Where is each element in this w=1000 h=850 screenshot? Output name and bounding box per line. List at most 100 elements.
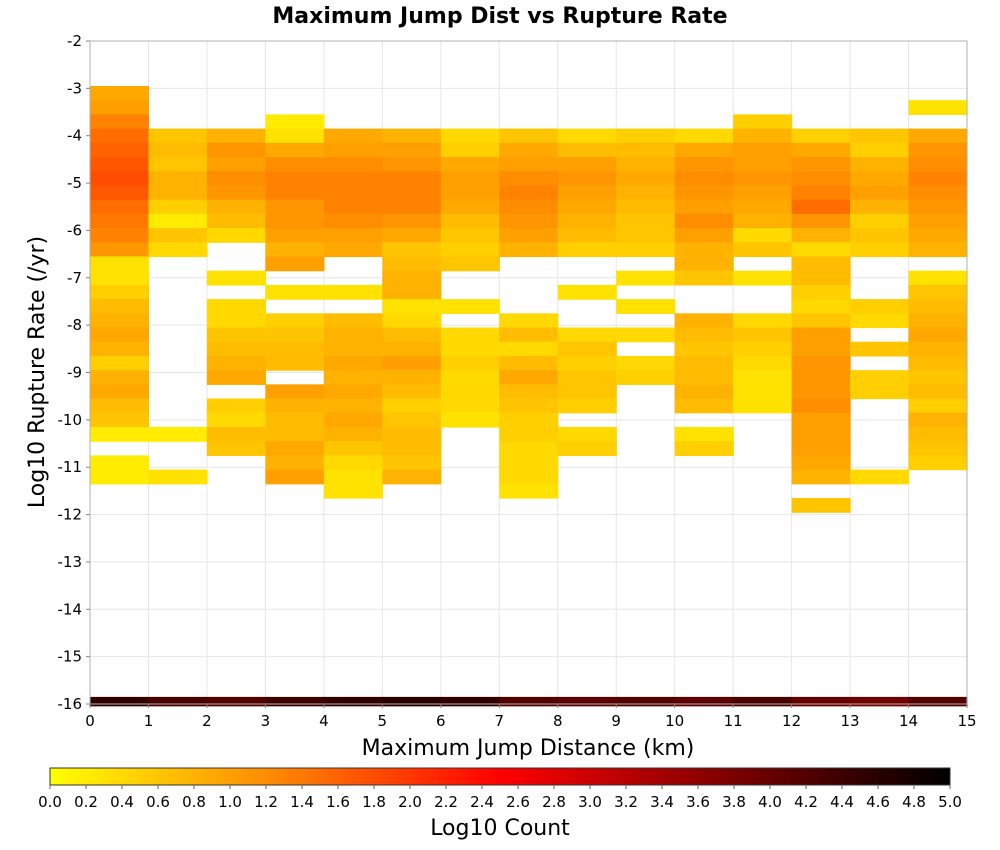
heatmap-cell [616, 171, 676, 187]
heatmap-cell [90, 313, 150, 329]
y-tick-label: -16 [58, 695, 83, 713]
heatmap-cell [323, 384, 383, 400]
heatmap-cell [206, 228, 266, 243]
heatmap-cell [382, 441, 442, 456]
heatmap-cell [674, 398, 734, 414]
y-axis-ticks: -2 -3 -4 -5 -6 -7 -8 -9 -10 -11 -12 -13 -14 -15 -16 [58, 32, 90, 713]
heatmap-cell [499, 185, 559, 201]
heatmap-cell [791, 355, 851, 371]
heatmap-cell [206, 270, 266, 286]
heatmap-cell [382, 256, 442, 272]
heatmap-cell [850, 299, 910, 314]
heatmap-cell [382, 299, 442, 314]
heatmap-cell [382, 270, 442, 286]
heatmap-cell-bottom-row [382, 696, 442, 707]
heatmap-cell [616, 228, 676, 243]
heatmap-cell [382, 242, 442, 258]
colorbar-tick-label: 3.4 [650, 793, 674, 811]
heatmap-cell [791, 171, 851, 187]
x-tick-label: 4 [319, 712, 329, 730]
heatmap-cell [265, 128, 325, 144]
heatmap-cell [265, 228, 325, 243]
heatmap-cell [908, 398, 968, 414]
heatmap-cell [440, 384, 500, 400]
heatmap-cell [791, 142, 851, 158]
heatmap-cell [499, 398, 559, 414]
heatmap-cell [674, 213, 734, 229]
heatmap-cell [148, 199, 208, 215]
heatmap-cell [323, 284, 383, 300]
heatmap-cell [908, 341, 968, 357]
heatmap-cell [90, 455, 150, 471]
heatmap-cell [323, 199, 383, 215]
heatmap-cell [733, 142, 793, 158]
heatmap-cell [791, 384, 851, 400]
heatmap-cell [616, 327, 676, 343]
heatmap-cell-bottom-row [674, 696, 734, 707]
heatmap-cell [440, 242, 500, 258]
x-tick-label: 12 [782, 712, 801, 730]
heatmap-cell [323, 171, 383, 187]
colorbar-tick-label: 5.0 [938, 793, 962, 811]
heatmap-cell [733, 157, 793, 172]
heatmap-cell [90, 142, 150, 158]
heatmap-cell [674, 199, 734, 215]
heatmap-cell [323, 412, 383, 428]
heatmap-cell [265, 242, 325, 258]
heatmap-cell [382, 228, 442, 243]
heatmap-cell [791, 313, 851, 329]
heatmap-cell [382, 412, 442, 428]
heatmap-cell [440, 355, 500, 371]
heatmap-cell [616, 242, 676, 258]
heatmap-cell [440, 142, 500, 158]
colorbar-tick-label: 0.6 [146, 793, 170, 811]
heatmap-cell [674, 313, 734, 329]
x-tick-label: 6 [436, 712, 446, 730]
heatmap-cells [90, 85, 968, 707]
heatmap-cell [382, 313, 442, 329]
heatmap-cell [908, 228, 968, 243]
heatmap-cell [206, 355, 266, 371]
heatmap-cell [733, 185, 793, 201]
heatmap-cell [265, 455, 325, 471]
heatmap-cell [791, 398, 851, 414]
x-tick-label: 11 [724, 712, 743, 730]
heatmap-cell [674, 426, 734, 442]
heatmap-cell [557, 228, 617, 243]
heatmap-cell [440, 171, 500, 187]
heatmap-cell [557, 441, 617, 456]
heatmap-cell [90, 341, 150, 357]
heatmap-cell [265, 469, 325, 485]
heatmap-cell [90, 85, 150, 101]
colorbar-tick-label: 0.4 [110, 793, 134, 811]
heatmap-cell [908, 370, 968, 385]
heatmap-cell [616, 213, 676, 229]
heatmap-cell-bottom-row [733, 696, 793, 707]
colorbar-tick-label: 1.2 [254, 793, 278, 811]
heatmap-cell [265, 213, 325, 229]
heatmap-cell [382, 398, 442, 414]
heatmap-cell [499, 228, 559, 243]
colorbar-tick-label: 3.8 [722, 793, 746, 811]
heatmap-cell [791, 213, 851, 229]
heatmap-cell-bottom-row [557, 696, 617, 707]
heatmap-cell [733, 341, 793, 357]
heatmap-cell [265, 256, 325, 272]
colorbar-tick-label: 4.4 [830, 793, 854, 811]
heatmap-cell [499, 242, 559, 258]
heatmap-cell [850, 469, 910, 485]
heatmap-cell [382, 213, 442, 229]
heatmap-cell [265, 341, 325, 357]
heatmap-cell [674, 242, 734, 258]
heatmap-cell [90, 355, 150, 371]
heatmap-cell [206, 142, 266, 158]
heatmap-cell [791, 242, 851, 258]
heatmap-cell [265, 114, 325, 130]
colorbar-tick-label: 4.6 [866, 793, 890, 811]
heatmap-cell [323, 242, 383, 258]
heatmap-cell [908, 270, 968, 286]
heatmap-cell-bottom-row [908, 696, 968, 707]
heatmap-cell [206, 441, 266, 456]
heatmap-cell [908, 185, 968, 201]
heatmap-cell [499, 128, 559, 144]
